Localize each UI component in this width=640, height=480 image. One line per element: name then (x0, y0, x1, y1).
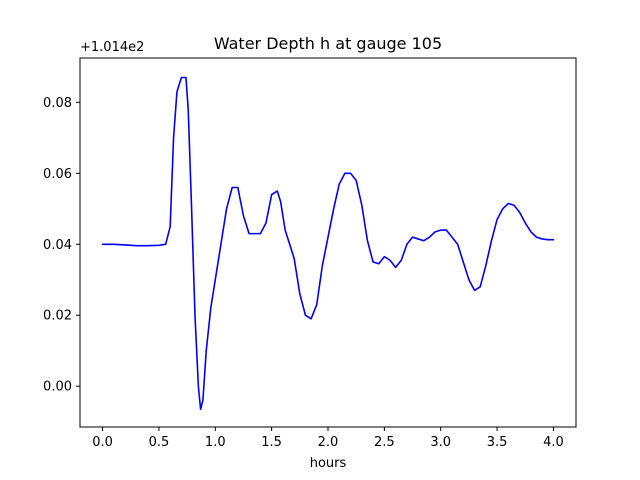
x-axis-label: hours (310, 456, 347, 471)
plot-area (79, 57, 577, 428)
y-tick-label: 0.00 (43, 380, 72, 395)
x-tick-label: 0.5 (149, 435, 170, 450)
y-offset-label: +1.014e2 (80, 40, 144, 55)
x-axis: 0.0 0.5 1.0 1.5 2.0 2.5 3.0 3.5 4.0 (92, 427, 564, 450)
chart-title: Water Depth h at gauge 105 (214, 34, 442, 53)
x-tick-label: 4.0 (543, 435, 564, 450)
y-tick-label: 0.08 (43, 96, 72, 111)
x-tick-label: 3.5 (487, 435, 508, 450)
x-tick-label: 0.0 (92, 435, 113, 450)
x-tick-label: 3.0 (430, 435, 451, 450)
y-axis: 0.00 0.02 0.04 0.06 0.08 (43, 96, 80, 395)
y-tick-label: 0.04 (43, 238, 72, 253)
y-tick-label: 0.06 (43, 167, 72, 182)
series-line-0 (101, 76, 555, 411)
x-tick-label: 1.0 (205, 435, 226, 450)
x-tick-label: 2.5 (374, 435, 395, 450)
plot-frame (79, 57, 577, 428)
x-tick-label: 1.5 (261, 435, 282, 450)
y-tick-label: 0.02 (43, 309, 72, 324)
x-tick-label: 2.0 (318, 435, 339, 450)
